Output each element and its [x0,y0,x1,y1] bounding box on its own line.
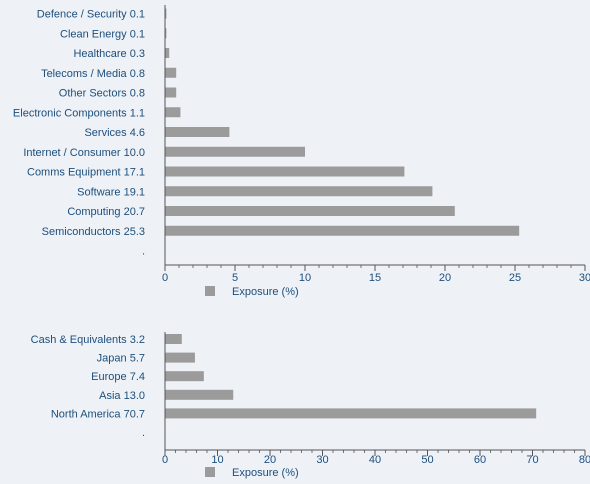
category-label: Semiconductors 25.3 [42,226,145,238]
bar [165,87,177,98]
bar [165,146,305,157]
bar [165,67,177,78]
sector-exposure-chart: Defence / Security 0.1 Clean Energy 0.1 He… [13,5,590,298]
bar [165,389,234,400]
x-tick-label: 0 [162,272,168,284]
category-label: Services 4.6 [84,127,145,139]
bar [165,206,455,216]
bar [165,107,181,118]
x-tick-label: 50 [421,454,433,466]
bar [165,225,520,236]
x-tick-label: 10 [299,272,311,284]
x-tick-label: 60 [474,454,486,466]
legend-swatch [205,467,215,477]
x-tick-label: 25 [509,272,521,284]
category-label: Defence / Security 0.1 [37,9,145,21]
category-label: Internet / Consumer 10.0 [23,147,145,159]
category-label: Comms Equipment 17.1 [27,167,145,179]
legend-swatch [205,286,215,296]
category-label: . [142,246,145,258]
x-tick-label: 0 [162,454,168,466]
x-tick-label: 30 [316,454,328,466]
bar [165,352,195,363]
bar [165,28,167,39]
category-label: . [142,427,145,439]
x-tick-label: 40 [369,454,381,466]
category-label: Japan 5.7 [97,353,145,365]
bar [165,371,204,382]
bar [165,186,433,197]
legend-label: Exposure (%) [232,467,299,479]
x-tick-label: 10 [211,454,223,466]
x-tick-label: 5 [232,272,238,284]
x-tick-label: 20 [264,454,276,466]
bar [165,8,167,19]
region-exposure-chart: Cash & Equivalents 3.2 Japan 5.7 Europe 7.… [31,332,590,479]
x-tick-label: 30 [579,272,590,284]
bar [165,127,230,137]
x-tick-label: 70 [526,454,538,466]
legend-label: Exposure (%) [232,286,299,298]
category-label: Healthcare 0.3 [73,48,145,60]
bar [165,408,537,419]
bar [165,48,170,58]
x-tick-label: 20 [439,272,451,284]
category-label: Europe 7.4 [91,371,145,383]
bar [165,166,405,177]
category-label: Telecoms / Media 0.8 [41,68,145,80]
x-tick-label: 15 [369,272,381,284]
category-label: Electronic Components 1.1 [13,107,145,119]
category-label: Software 19.1 [77,186,145,198]
category-label: Computing 20.7 [67,206,145,218]
x-tick-label: 80 [579,454,590,466]
category-label: Other Sectors 0.8 [59,88,145,100]
bar [165,334,182,344]
category-label: North America 70.7 [51,408,145,420]
category-label: Cash & Equivalents 3.2 [31,334,145,346]
category-label: Asia 13.0 [99,390,145,402]
category-label: Clean Energy 0.1 [60,28,145,40]
